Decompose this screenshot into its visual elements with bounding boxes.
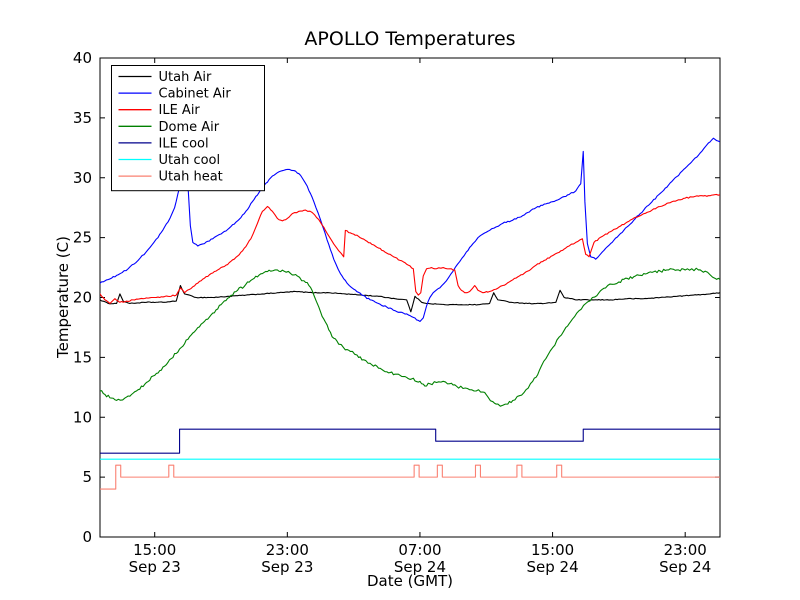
- x-axis-label: Date (GMT): [367, 572, 453, 590]
- chart-title: APOLLO Temperatures: [304, 28, 515, 50]
- legend-label-dome-air: Dome Air: [159, 120, 220, 135]
- legend-label-ile-air: ILE Air: [159, 103, 201, 118]
- legend-label-cabinet-air: Cabinet Air: [159, 87, 232, 102]
- y-tick-label: 40: [73, 49, 92, 67]
- x-tick-label-date: Sep 24: [394, 558, 446, 576]
- series-line-dome-air: [100, 267, 720, 407]
- x-tick-label-date: Sep 23: [129, 558, 181, 576]
- series-line-utah-air: [100, 284, 720, 313]
- y-tick-label: 15: [73, 348, 92, 366]
- x-tick-label-date: Sep 24: [526, 558, 578, 576]
- x-tick-label-time: 07:00: [398, 541, 441, 559]
- y-tick-label: 25: [73, 229, 92, 247]
- y-tick-label: 30: [73, 169, 92, 187]
- legend-label-utah-air: Utah Air: [159, 70, 212, 85]
- legend-box: [111, 65, 265, 192]
- series-line-ile-cool: [100, 428, 720, 454]
- x-tick-label-date: Sep 24: [659, 558, 711, 576]
- x-tick-label-time: 15:00: [531, 541, 574, 559]
- x-tick-label-time: 15:00: [133, 541, 176, 559]
- x-tick-label-time: 23:00: [664, 541, 707, 559]
- legend-label-utah-heat: Utah heat: [159, 170, 223, 185]
- x-tick-label-date: Sep 23: [261, 558, 313, 576]
- y-tick-label: 35: [73, 109, 92, 127]
- y-tick-label: 20: [73, 289, 92, 307]
- series-lines: [100, 137, 720, 490]
- y-tick-label: 5: [82, 468, 92, 486]
- x-tick-label-time: 23:00: [266, 541, 309, 559]
- legend-label-utah-cool: Utah cool: [159, 153, 221, 168]
- y-tick-label: 10: [73, 408, 92, 426]
- legend-label-ile-cool: ILE cool: [159, 136, 209, 151]
- y-tick-label: 0: [82, 528, 92, 546]
- series-line-utah-heat: [100, 464, 720, 490]
- series-line-ile-air: [100, 193, 720, 305]
- series-line-cabinet-air: [100, 137, 720, 323]
- y-axis-label: Temperature (C): [54, 236, 72, 359]
